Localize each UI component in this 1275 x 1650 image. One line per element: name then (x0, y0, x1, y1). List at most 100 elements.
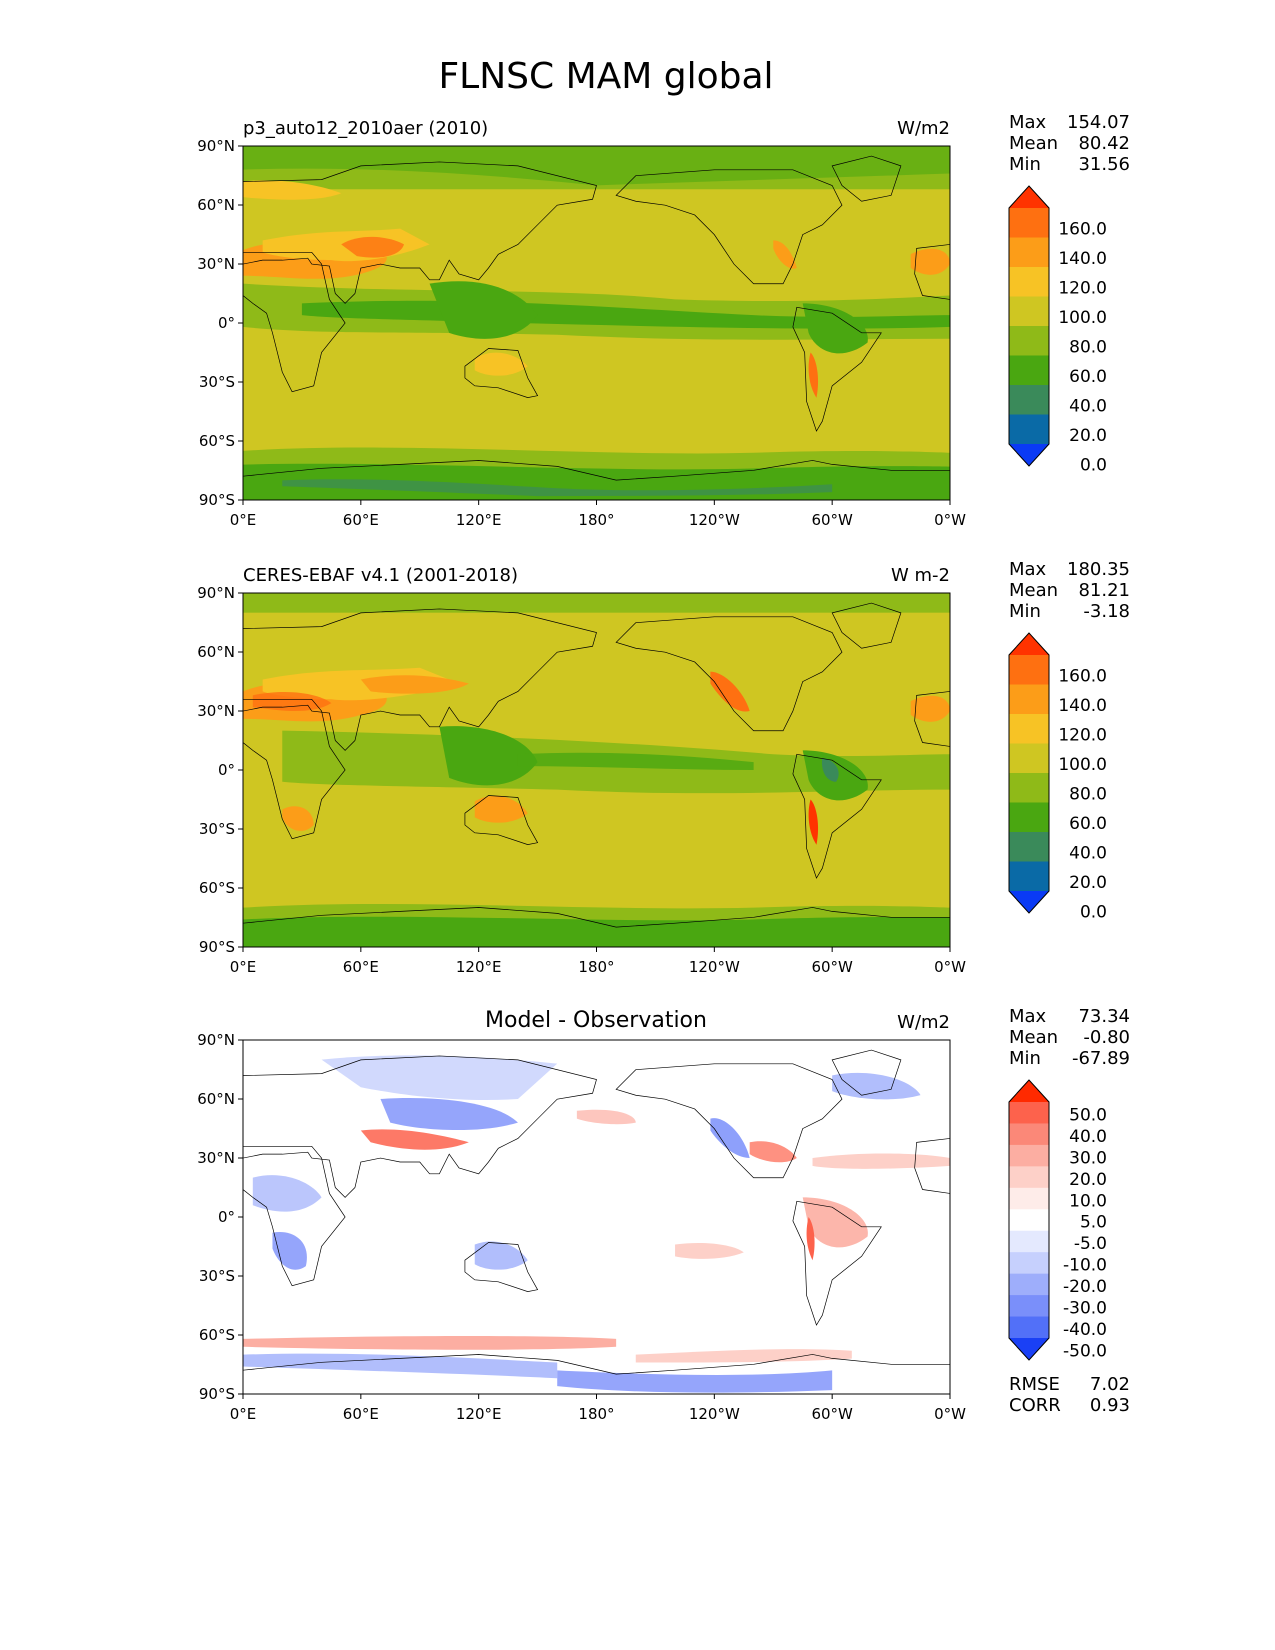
stat-value: -3.18 (1083, 601, 1130, 622)
stat-label: Min (1009, 601, 1041, 622)
colorbar-label: 80.0 (1069, 785, 1107, 805)
colorbar-segment (1009, 1209, 1049, 1232)
colorbar-label: -20.0 (1063, 1277, 1107, 1297)
colorbar-extend-max (1009, 186, 1049, 208)
colorbar: 50.040.030.020.010.05.0-5.0-10.0-20.0-30… (1008, 1079, 1107, 1361)
rmse-label: RMSE (1009, 1374, 1060, 1395)
stat-value: -0.80 (1083, 1027, 1130, 1048)
axis-ticks: 0°E 60°E 120°E 180° 120°W 60°W 0°W 90°N 60°N 30°N… (197, 584, 966, 976)
corr-label: CORR (1009, 1395, 1061, 1416)
lon-tick-label: 60°W (811, 958, 853, 976)
colorbar-label: 140.0 (1058, 249, 1107, 269)
stat-label: Mean (1009, 1027, 1058, 1048)
colorbar-segment (1009, 832, 1049, 862)
colorbar: 160.0 140.0 120.0 100.0 80.0 60.0 40.0 20.0 0.0 (1008, 632, 1107, 923)
panel-model: p3_auto12_2010aer (2010) W/m2 0°E 60°E 120… (197, 118, 966, 529)
colorbar-label: 20.0 (1069, 873, 1107, 893)
lon-tick-label: 60°E (343, 1405, 379, 1423)
colorbar-extend-min (1009, 891, 1049, 913)
colorbar-label: 140.0 (1058, 696, 1107, 716)
colorbar-label: 5.0 (1080, 1213, 1107, 1233)
colorbar-label: -40.0 (1063, 1320, 1107, 1340)
lon-tick-label: 120°W (689, 958, 740, 976)
lon-tick-label: 0°E (230, 1405, 257, 1423)
colorbar-segment (1009, 1123, 1049, 1146)
colorbar-segment (1009, 326, 1049, 356)
colorbar-segment (1009, 684, 1049, 715)
colorbar-outline (1008, 1079, 1050, 1361)
colorbar-label: 100.0 (1058, 308, 1107, 328)
colorbar-label: -30.0 (1063, 1299, 1107, 1319)
stat-value: -67.89 (1072, 1048, 1130, 1069)
lat-tick-label: 30°S (199, 1267, 235, 1285)
lat-tick-label: 0° (218, 314, 235, 332)
colorbar-extend-min (1009, 1338, 1049, 1360)
panel-units: W/m2 (897, 118, 950, 139)
colorbar-segment (1009, 1252, 1049, 1275)
stats-block: Max 73.34 Mean -0.80 Min -67.89 RMSE 7.0… (1009, 1006, 1130, 1416)
lon-tick-label: 0°W (934, 1405, 966, 1423)
colorbar-segment (1009, 296, 1049, 327)
colorbar-label: 160.0 (1058, 220, 1107, 240)
colorbar-segment (1009, 208, 1049, 238)
lon-tick-label: 120°W (689, 511, 740, 529)
colorbar-segment (1009, 1102, 1049, 1124)
lat-tick-label: 0° (218, 761, 235, 779)
colorbar-label: 60.0 (1069, 814, 1107, 834)
lat-tick-label: 90°S (199, 938, 235, 956)
lon-tick-label: 180° (578, 1405, 614, 1423)
axis-ticks: 0°E 60°E 120°E 180° 120°W 60°W 0°W 90°N 60°N 30°N… (197, 1031, 966, 1423)
lon-tick-label: 120°E (456, 1405, 502, 1423)
lat-tick-label: 60°S (199, 1326, 235, 1344)
colorbar-outline (1008, 632, 1050, 914)
lon-tick-label: 0°W (934, 958, 966, 976)
panel-units: W/m2 (897, 1012, 950, 1033)
stat-label: Min (1009, 1048, 1041, 1069)
lat-tick-label: 90°N (197, 1031, 235, 1049)
colorbar-segment (1009, 355, 1049, 386)
colorbar-segment (1009, 1230, 1049, 1253)
colorbar-label: 0.0 (1080, 456, 1107, 476)
lat-tick-label: 60°S (199, 432, 235, 450)
colorbar-label: 20.0 (1069, 1170, 1107, 1190)
colorbar-segment (1009, 1316, 1049, 1339)
lat-tick-label: 90°N (197, 584, 235, 602)
colorbar-label: 60.0 (1069, 367, 1107, 387)
panel-left-title: CERES-EBAF v4.1 (2001-2018) (243, 565, 518, 586)
lon-tick-label: 0°E (230, 958, 257, 976)
colorbar-label: -50.0 (1063, 1341, 1107, 1361)
stats-block: Max 180.35 Mean 81.21 Min -3.18 (1009, 559, 1130, 622)
lon-tick-label: 60°W (811, 511, 853, 529)
colorbar-label: 30.0 (1069, 1148, 1107, 1168)
lat-tick-label: 60°N (197, 196, 235, 214)
lon-tick-label: 120°E (456, 958, 502, 976)
colorbar-label: 50.0 (1069, 1105, 1107, 1125)
stat-label: Max (1009, 112, 1047, 133)
stat-value: 81.21 (1078, 580, 1130, 601)
colorbar-extend-min (1009, 444, 1049, 466)
colorbar-segment (1009, 385, 1049, 415)
axis-ticks: 0°E 60°E 120°E 180° 120°W 60°W 0°W 90°N 60°N 30°N… (197, 137, 966, 529)
colorbar: 160.0 140.0 120.0 100.0 80.0 60.0 40.0 20.0 0.0 (1008, 185, 1107, 476)
colorbar-extend-max (1009, 1080, 1049, 1102)
colorbar-label: 120.0 (1058, 726, 1107, 746)
stat-value: 80.42 (1078, 133, 1130, 154)
colorbar-label: 40.0 (1069, 1127, 1107, 1147)
colorbar-label: 120.0 (1058, 279, 1107, 299)
lon-tick-label: 180° (578, 511, 614, 529)
colorbar-segment (1009, 1144, 1049, 1167)
stat-label: Mean (1009, 133, 1058, 154)
colorbar-outline (1008, 185, 1050, 467)
colorbar-segment (1009, 1295, 1049, 1318)
colorbar-label: 20.0 (1069, 426, 1107, 446)
lat-tick-label: 90°S (199, 1385, 235, 1403)
stat-value: 154.07 (1067, 112, 1130, 133)
rmse-value: 7.02 (1090, 1374, 1130, 1395)
lat-tick-label: 90°S (199, 491, 235, 509)
lat-tick-label: 60°S (199, 879, 235, 897)
stats-block: Max 154.07 Mean 80.42 Min 31.56 (1009, 112, 1130, 175)
lon-tick-label: 180° (578, 958, 614, 976)
colorbar-label: 160.0 (1058, 667, 1107, 687)
colorbar-segment (1009, 743, 1049, 774)
